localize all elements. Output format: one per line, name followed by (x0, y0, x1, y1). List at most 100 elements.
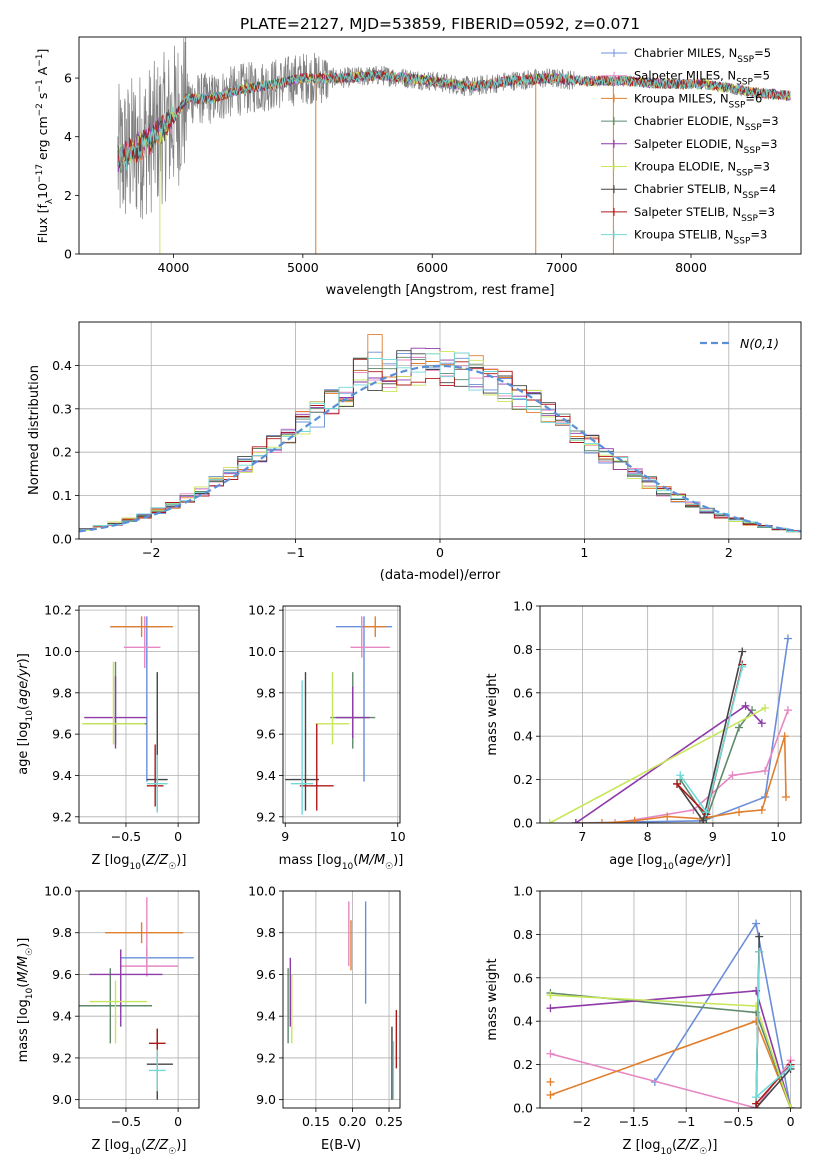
x-axis-label: Z [log10(Z/Z☉)] (92, 1138, 187, 1157)
y-tick-label: 10.0 (44, 644, 72, 659)
label-part: Salpeter MILES, N (634, 69, 736, 83)
label-part: ☉ (25, 948, 35, 956)
x-tick-label: 7000 (546, 260, 578, 275)
y-axis-label: mass weight (485, 673, 500, 755)
y-tick-label: 9.6 (52, 967, 72, 982)
x-axis-label: (data-model)/error (380, 568, 501, 583)
label-part: ( (16, 983, 31, 988)
label-part: )] (176, 1138, 186, 1153)
label-part: 10 (662, 862, 674, 872)
label-part: Z [log (92, 853, 130, 868)
label-part: −17 (35, 164, 45, 183)
x-tick-label: 0.20 (339, 1114, 367, 1129)
label-part: age/yr (679, 853, 722, 868)
label-part: ( (674, 853, 679, 868)
axes-frame (539, 890, 802, 1109)
label-part: Kroupa STELIB, N (634, 228, 734, 242)
x-tick-label: 8000 (675, 260, 707, 275)
label-part: =6 (745, 91, 762, 105)
x-tick-label: 0 (787, 1114, 795, 1129)
x-tick-label: 10 (390, 829, 406, 844)
label-part: 10 (129, 862, 141, 872)
y-tick-label: 9.6 (256, 727, 276, 742)
y-tick-label: 9.4 (52, 1009, 72, 1024)
y-tick-label: 10.2 (248, 603, 276, 618)
label-part: SSP (736, 78, 753, 88)
x-tick-label: −1 (286, 545, 304, 560)
x-axis-label: wavelength [Angstrom, rest frame] (326, 283, 555, 298)
label-part: ( (672, 1138, 677, 1153)
y-axis-label: mass weight (485, 958, 500, 1040)
plot-area (285, 616, 393, 815)
legend-entry: Chabrier ELODIE, NSSP=3 (634, 114, 779, 133)
plot-area (79, 334, 801, 533)
y-tick-label: 10.0 (248, 884, 276, 899)
residual-histogram-9 (79, 352, 801, 532)
label-part: )] (16, 938, 31, 948)
label-part: M/M (358, 853, 385, 868)
model-spectrum-8 (117, 70, 791, 169)
label-part: A (35, 66, 50, 79)
y-tick-label: 0 (64, 247, 72, 262)
x-tick-label: 9 (281, 829, 289, 844)
y-tick-label: 0.4 (513, 1014, 533, 1029)
label-part: λ (45, 198, 55, 204)
age-vs-metallicity-panel: −0.5 09.29.49.69.810.010.2Z [log10(Z/Z☉)]… (16, 603, 200, 872)
label-part: Chabrier ELODIE, N (634, 114, 745, 128)
legend-entry: Kroupa MILES, NSSP=6 (634, 91, 762, 110)
y-tick-label: 1.0 (513, 599, 533, 614)
weight-line-1 (654, 921, 792, 1108)
grid (79, 606, 199, 823)
y-tick-label: 0.8 (513, 927, 533, 942)
y-tick-label: 9.2 (52, 809, 72, 824)
y-tick-label: 9.8 (256, 925, 276, 940)
x-axis-label: age [log10(age/yr)] (609, 853, 731, 872)
x-tick-label: 6000 (416, 260, 448, 275)
axes-frame (282, 605, 401, 824)
label-part: ☉ (168, 1147, 176, 1157)
x-tick-label: 8 (644, 829, 652, 844)
y-tick-label: 10.2 (44, 603, 72, 618)
label-part: ☉ (385, 862, 393, 872)
plot-area (79, 897, 194, 1100)
weight-line-1 (575, 638, 789, 823)
label-part: =5 (753, 69, 770, 83)
label-part: )] (16, 653, 31, 663)
legend-entry: Salpeter ELODIE, NSSP=3 (634, 137, 777, 156)
label-part: ( (141, 1138, 146, 1153)
x-axis-label: mass [log10(M/M☉)] (279, 853, 404, 872)
legend-entry: Chabrier STELIB, NSSP=4 (634, 182, 776, 201)
x-axis-label: Z [log10(Z/Z☉)] (92, 853, 187, 872)
y-tick-label: 9.4 (256, 1009, 276, 1024)
label-part: =5 (754, 46, 771, 60)
y-axis-label: mass [log10(M/M☉)] (16, 938, 35, 1063)
y-tick-label: 10.0 (248, 644, 276, 659)
y-tick-label: 9.2 (52, 1050, 72, 1065)
y-tick-label: 10.0 (44, 884, 72, 899)
label-part: Kroupa MILES, N (634, 91, 729, 105)
label-part: ( (16, 705, 31, 710)
label-part: 10 (342, 862, 354, 872)
label-part: Salpeter STELIB, N (634, 205, 741, 219)
plot-area (82, 616, 173, 813)
y-tick-label: 0.2 (52, 445, 72, 460)
label-part: )] (176, 853, 186, 868)
label-part: 10 (35, 183, 50, 199)
mass-vs-metallicity-panel: −0.5 09.09.29.49.69.810.0Z [log10(Z/Z☉)]m… (16, 884, 200, 1157)
spectrum-panel: 4000 5000 6000 7000 8000 0 2 4 6 wavelength [Angs… (35, 36, 802, 298)
label-part: =3 (750, 228, 767, 242)
weight-line-6 (549, 707, 766, 823)
axes-frame (78, 36, 802, 255)
label-part: SSP (742, 191, 759, 201)
y-tick-label: 9.6 (52, 727, 72, 742)
y-tick-label: 6 (64, 71, 72, 86)
grid (540, 605, 801, 824)
label-part: =3 (762, 114, 779, 128)
label-part: ( (141, 853, 146, 868)
x-tick-label: −2 (573, 1114, 591, 1129)
y-tick-label: 9.8 (52, 925, 72, 940)
grid (79, 890, 199, 1108)
label-part: Z [log (623, 1138, 661, 1153)
label-part: )] (707, 1138, 717, 1153)
